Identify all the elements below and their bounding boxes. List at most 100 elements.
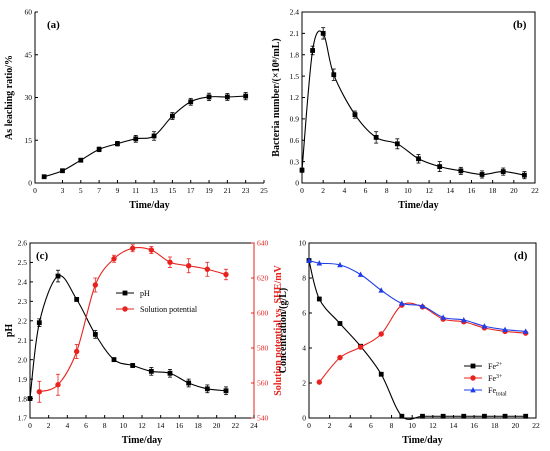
- x-tick-label: 20: [213, 421, 221, 430]
- x-tick-label: 16: [468, 186, 476, 195]
- data-point: [416, 156, 421, 162]
- data-point: [206, 94, 212, 100]
- x-tick-label: 8: [385, 186, 389, 195]
- panel-c: 0 2 4 6 8 10 12 14 16 18 20 22 241.71.81.92.02.12.22…: [4, 239, 284, 446]
- x-tick-label: 22: [232, 421, 240, 430]
- data-point: [357, 344, 364, 350]
- y-axis-title: Concentration/(g/L): [278, 288, 289, 374]
- panel-label: (a): [47, 19, 60, 31]
- data-point: [437, 164, 443, 170]
- data-point: [129, 245, 136, 251]
- legend-label: pH: [140, 289, 150, 298]
- x-tick-label: 21: [224, 186, 232, 195]
- y-tick-label: 6: [302, 309, 306, 318]
- x-tick-label: 23: [242, 186, 250, 195]
- data-point: [148, 247, 155, 253]
- x-tick-label: 6: [84, 421, 88, 430]
- data-point: [399, 413, 405, 419]
- data-point: [461, 413, 467, 419]
- data-point: [78, 157, 84, 163]
- x-tick-label: 3: [61, 186, 65, 195]
- data-point: [316, 379, 323, 385]
- data-point: [420, 413, 425, 419]
- legend-marker: [122, 306, 128, 312]
- data-point: [378, 371, 384, 377]
- x-tick-label: 2: [47, 421, 51, 430]
- y-tick-label: 15: [25, 136, 33, 145]
- y-tick-label: 10: [299, 239, 307, 248]
- data-point: [186, 380, 192, 386]
- y-tick-label: 45: [25, 50, 33, 59]
- x-tick-label: 8: [103, 421, 107, 430]
- data-point: [316, 296, 322, 302]
- y-tick-label: 2.0: [18, 355, 28, 364]
- y-right-tick-label: 580: [257, 344, 269, 353]
- plot-frame: [29, 242, 255, 419]
- y-tick-label: 1.5: [290, 72, 300, 81]
- x-tick-label: 19: [205, 186, 213, 195]
- data-point: [27, 396, 33, 401]
- y-tick-label: 2: [302, 379, 306, 388]
- data-point: [331, 72, 337, 78]
- legend-label: Fe2+: [488, 362, 503, 371]
- y-tick-label: 2.2: [18, 316, 28, 325]
- legend-label: Fe3+: [488, 374, 503, 383]
- x-tick-label: 6: [369, 421, 373, 430]
- data-point: [185, 263, 192, 269]
- x-tick-label: 13: [150, 186, 158, 195]
- y-right-axis-title: Solution potential vs. SHE/mV: [273, 264, 284, 395]
- x-axis-title: Time/day: [129, 200, 169, 211]
- x-tick-label: 20: [510, 186, 518, 195]
- legend-marker: [470, 387, 476, 393]
- x-tick-label: 25: [260, 186, 268, 195]
- data-point: [148, 368, 154, 374]
- data-point: [170, 113, 175, 119]
- x-tick-label: 22: [531, 186, 539, 195]
- data-point: [151, 133, 157, 139]
- series-line-0: [308, 260, 526, 420]
- data-point: [316, 260, 323, 266]
- y-tick-label: 1.7: [18, 414, 28, 423]
- data-point: [96, 146, 102, 152]
- y-right-tick-label: 620: [257, 274, 269, 283]
- data-point: [92, 331, 98, 337]
- y-tick-label: 0: [302, 414, 306, 423]
- data-point: [481, 323, 488, 329]
- x-tick-label: 0: [33, 186, 37, 195]
- data-point: [357, 271, 364, 277]
- data-point: [479, 172, 485, 177]
- panel-a: 0 3 5 7 9 11 13 15 17 19 21 23 25 0 15 30 45 60 Time/day As…: [4, 8, 268, 211]
- x-tick-label: 5: [79, 186, 83, 195]
- panel-d: 0 2 4 6 8 10 12 14 16 18 20 22 0 2 4 6 8 10 Time/day Concen…: [278, 239, 540, 446]
- legend-label-sub: total: [496, 392, 507, 398]
- legend-label-base: Fe: [488, 362, 496, 371]
- x-tick-label: 18: [491, 421, 499, 430]
- y-tick-label: 2.4: [18, 278, 28, 287]
- x-tick-label: 2: [321, 186, 325, 195]
- y-tick-label: 2.1: [290, 29, 300, 38]
- y-tick-label: 4: [302, 344, 306, 353]
- series-line-0: [43, 95, 246, 178]
- x-tick-label: 18: [194, 421, 202, 430]
- data-point: [337, 261, 343, 268]
- data-point: [458, 168, 464, 174]
- y-right-tick-label: 560: [257, 379, 269, 388]
- x-tick-label: 22: [532, 421, 540, 430]
- data-point: [299, 167, 305, 173]
- data-point: [310, 48, 315, 53]
- data-point: [36, 389, 43, 395]
- data-point: [130, 363, 136, 368]
- data-point: [399, 300, 405, 306]
- y-axis-title: pH: [4, 324, 15, 338]
- data-point: [306, 257, 312, 263]
- data-point: [482, 413, 487, 419]
- data-point: [223, 271, 229, 278]
- x-tick-label: 2: [328, 421, 332, 430]
- data-point: [60, 168, 65, 174]
- x-tick-label: 7: [97, 186, 101, 195]
- data-point: [419, 303, 426, 309]
- x-axis-title: Time/day: [398, 200, 438, 211]
- data-point: [224, 94, 230, 100]
- data-point: [111, 357, 117, 363]
- data-point: [337, 321, 343, 326]
